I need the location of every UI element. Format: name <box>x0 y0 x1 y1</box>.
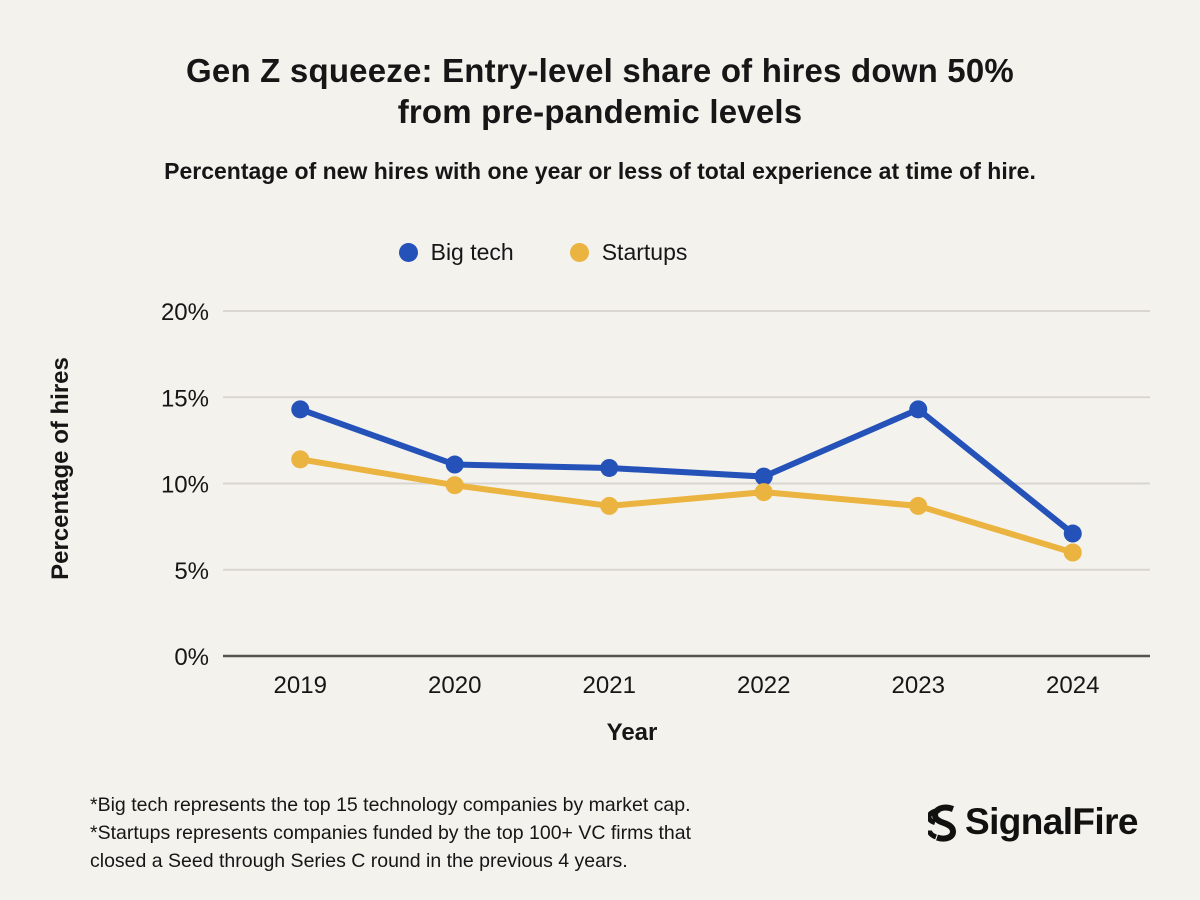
data-point-marker <box>445 476 464 495</box>
data-point-marker <box>600 496 619 515</box>
big-tech-dot-icon <box>398 243 418 262</box>
line-chart: 0% 5% 10% 15% 20% 2019 2020 2021 2022 2023 2024 Yea… <box>0 290 1200 760</box>
legend-item-startups: Startups <box>569 239 688 266</box>
y-tick-label: 0% <box>174 644 209 671</box>
y-tick-label: 5% <box>174 558 209 585</box>
signalfire-logo-icon <box>928 804 957 842</box>
legend-label-startups: Startups <box>601 239 688 265</box>
x-axis-title: Year <box>607 719 658 746</box>
startups-dot-icon <box>569 243 589 262</box>
data-point-marker <box>600 458 619 477</box>
data-point-marker <box>291 400 310 419</box>
x-tick-label: 2019 <box>274 672 327 699</box>
signalfire-logo: SignalFire <box>928 801 1138 843</box>
y-tick-label: 20% <box>161 299 209 326</box>
footnote: *Big tech represents the top 15 technolo… <box>90 794 692 872</box>
y-axis-title: Percentage of hires <box>47 357 74 580</box>
chart-subtitle: Percentage of new hires with one year or… <box>164 158 1036 184</box>
legend-item-big-tech: Big tech <box>398 239 514 266</box>
data-point-marker <box>754 483 773 502</box>
data-point-marker <box>754 467 773 486</box>
data-point-marker <box>1063 524 1082 543</box>
x-tick-label: 2023 <box>892 672 945 699</box>
legend: Big tech Startups <box>0 239 1143 266</box>
y-tick-label: 15% <box>161 385 209 412</box>
series-line <box>297 456 1076 556</box>
y-tick-label: 10% <box>161 472 209 499</box>
data-point-marker <box>445 455 464 474</box>
x-tick-label: 2024 <box>1046 672 1099 699</box>
data-point-marker <box>909 400 928 419</box>
x-tick-label: 2022 <box>737 672 790 699</box>
line-chart-canvas: 0% 5% 10% 15% 20% 2019 2020 2021 2022 2023 2024 Yea… <box>47 299 1150 746</box>
series-line <box>297 406 1076 537</box>
data-point-marker <box>1063 543 1082 562</box>
data-point-marker <box>291 450 310 469</box>
data-point-marker <box>909 496 928 515</box>
signalfire-logo-text: SignalFire <box>965 801 1138 842</box>
x-tick-label: 2020 <box>428 672 481 699</box>
legend-label-big-tech: Big tech <box>430 239 514 265</box>
chart-title: Gen Z squeeze: Entry-level share of hire… <box>186 52 1014 130</box>
x-tick-label: 2021 <box>583 672 636 699</box>
